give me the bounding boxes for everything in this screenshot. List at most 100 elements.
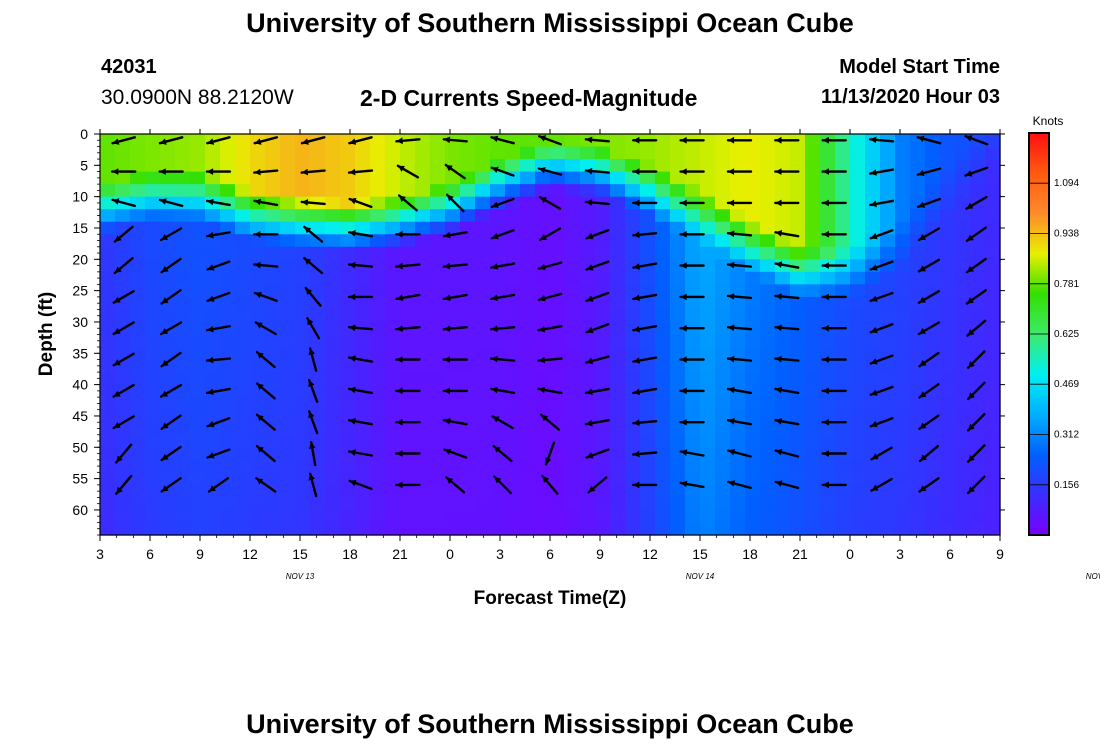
heatmap-cell bbox=[745, 159, 761, 173]
heatmap-cell bbox=[655, 159, 671, 173]
heatmap-cell bbox=[475, 234, 491, 248]
heatmap-cell bbox=[130, 171, 146, 185]
heatmap-cell bbox=[865, 209, 881, 223]
heatmap-cell bbox=[670, 509, 686, 524]
current-vector bbox=[442, 356, 468, 363]
heatmap-cell bbox=[670, 134, 686, 148]
heatmap-cell bbox=[925, 472, 941, 486]
heatmap-cell bbox=[955, 259, 971, 273]
heatmap-cell bbox=[850, 447, 866, 461]
heatmap-cell bbox=[580, 271, 596, 285]
heatmap-cell bbox=[565, 372, 581, 386]
heatmap-cell bbox=[580, 284, 596, 298]
heatmap-cell bbox=[430, 296, 446, 311]
heatmap-cell bbox=[190, 434, 206, 448]
heatmap-cell bbox=[100, 522, 116, 536]
x-tick-label: 18 bbox=[342, 546, 358, 562]
heatmap-cell bbox=[940, 221, 956, 235]
heatmap-cell bbox=[370, 447, 386, 461]
heatmap-cell bbox=[985, 259, 1001, 273]
heatmap-cell bbox=[910, 434, 926, 448]
heatmap-cell bbox=[160, 184, 176, 198]
heatmap-cell bbox=[850, 459, 866, 473]
heatmap-cell bbox=[190, 384, 206, 398]
heatmap-cell bbox=[895, 234, 911, 248]
current-vector bbox=[585, 355, 610, 365]
heatmap-cell bbox=[100, 146, 116, 160]
heatmap-cell bbox=[760, 259, 776, 273]
heatmap-cell bbox=[385, 372, 401, 386]
heatmap-cell bbox=[280, 146, 296, 160]
heatmap-cell bbox=[535, 309, 551, 323]
heatmap-cell bbox=[985, 321, 1001, 336]
heatmap-cell bbox=[700, 234, 716, 248]
heatmap-cell bbox=[385, 221, 401, 235]
current-vector bbox=[632, 231, 658, 239]
heatmap-cell bbox=[235, 284, 251, 298]
current-vector bbox=[303, 225, 324, 243]
heatmap-cell bbox=[730, 484, 746, 499]
current-vector bbox=[821, 481, 847, 489]
current-vector bbox=[442, 231, 468, 239]
heatmap-cell bbox=[340, 309, 356, 323]
heatmap-cell bbox=[145, 234, 161, 248]
heatmap-cell bbox=[925, 372, 941, 386]
heatmap-cell bbox=[595, 234, 611, 248]
heatmap-cell bbox=[955, 309, 971, 323]
heatmap-cell bbox=[925, 321, 941, 336]
current-vector bbox=[537, 261, 563, 271]
heatmap-cell bbox=[400, 509, 416, 524]
heatmap-cell bbox=[370, 347, 386, 361]
heatmap-cell bbox=[685, 184, 701, 198]
heatmap-cell bbox=[355, 246, 371, 260]
heatmap-cell bbox=[175, 434, 191, 448]
heatmap-cell bbox=[265, 321, 281, 336]
heatmap-cell bbox=[880, 359, 896, 373]
heatmap-cell bbox=[280, 522, 296, 536]
heatmap-cell bbox=[940, 271, 956, 285]
heatmap-cell bbox=[835, 509, 851, 524]
heatmap-cell bbox=[235, 196, 251, 210]
heatmap-cell bbox=[475, 359, 491, 373]
heatmap-cell bbox=[145, 209, 161, 223]
heatmap-cell bbox=[520, 472, 536, 486]
heatmap-cell bbox=[295, 434, 311, 448]
heatmap-cell bbox=[355, 459, 371, 473]
heatmap-cell bbox=[865, 522, 881, 536]
heatmap-cell bbox=[895, 372, 911, 386]
heatmap-cell bbox=[820, 271, 836, 285]
heatmap-cell bbox=[220, 459, 236, 473]
x-tick-label: 9 bbox=[596, 546, 604, 562]
heatmap-cell bbox=[520, 497, 536, 511]
current-vector bbox=[774, 293, 800, 300]
heatmap-cell bbox=[370, 196, 386, 210]
heatmap-cell bbox=[850, 359, 866, 373]
current-vector bbox=[869, 168, 895, 176]
heatmap-cell bbox=[790, 259, 806, 273]
heatmap-cell bbox=[355, 234, 371, 248]
heatmap-cell bbox=[925, 171, 941, 185]
heatmap-cell bbox=[325, 171, 341, 185]
heatmap-cell bbox=[835, 522, 851, 536]
heatmap-cell bbox=[385, 196, 401, 210]
heatmap-cell bbox=[235, 422, 251, 436]
heatmap-cell bbox=[715, 372, 731, 386]
heatmap-cell bbox=[940, 209, 956, 223]
heatmap-cell bbox=[970, 334, 986, 348]
heatmap-cell bbox=[145, 334, 161, 348]
heatmap-cell bbox=[385, 497, 401, 511]
heatmap-cell bbox=[565, 134, 581, 148]
heatmap-cell bbox=[685, 309, 701, 323]
heatmap-cell bbox=[880, 459, 896, 473]
heatmap-cell bbox=[565, 459, 581, 473]
heatmap-cell bbox=[880, 397, 896, 411]
heatmap-cell bbox=[850, 221, 866, 235]
heatmap-cell bbox=[490, 434, 506, 448]
heatmap-cell bbox=[505, 359, 521, 373]
heatmap-cell bbox=[280, 509, 296, 524]
heatmap-cell bbox=[895, 259, 911, 273]
heatmap-cell bbox=[400, 347, 416, 361]
heatmap-cell bbox=[865, 372, 881, 386]
heatmap-cell bbox=[385, 509, 401, 524]
heatmap-cell bbox=[490, 359, 506, 373]
